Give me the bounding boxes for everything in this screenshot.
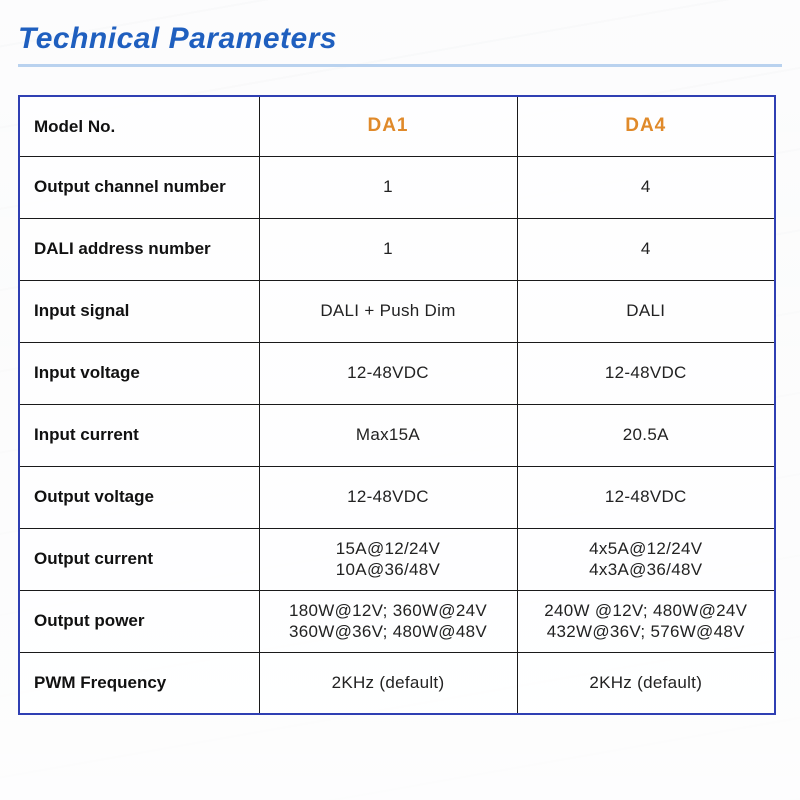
value-cell-da4: 4x5A@12/24V 4x3A@36/48V xyxy=(517,528,775,590)
table-row: Input current Max15A 20.5A xyxy=(19,404,775,466)
value-cell-da1: DALI + Push Dim xyxy=(259,280,517,342)
value-cell-da1: 1 xyxy=(259,218,517,280)
value-cell-da4: 240W @12V; 480W@24V 432W@36V; 576W@48V xyxy=(517,590,775,652)
value-cell-da1: 12-48VDC xyxy=(259,342,517,404)
param-cell: Input voltage xyxy=(19,342,259,404)
param-cell: Output channel number xyxy=(19,156,259,218)
page-title: Technical Parameters xyxy=(18,22,782,56)
value-cell-da1: DA1 xyxy=(259,96,517,156)
value-cell-da1: Max15A xyxy=(259,404,517,466)
page-container: Technical Parameters Model No. DA1 DA4 O… xyxy=(0,0,800,715)
value-cell-da1: 1 xyxy=(259,156,517,218)
param-cell: Output voltage xyxy=(19,466,259,528)
value-cell-da4: 4 xyxy=(517,218,775,280)
value-cell-da4: 20.5A xyxy=(517,404,775,466)
param-cell: PWM Frequency xyxy=(19,652,259,714)
table-row: Input signal DALI + Push Dim DALI xyxy=(19,280,775,342)
param-cell: Output current xyxy=(19,528,259,590)
param-cell: Input current xyxy=(19,404,259,466)
value-cell-da1: 12-48VDC xyxy=(259,466,517,528)
param-cell: Input signal xyxy=(19,280,259,342)
value-cell-da1: 180W@12V; 360W@24V 360W@36V; 480W@48V xyxy=(259,590,517,652)
param-cell: Output power xyxy=(19,590,259,652)
table-row: DALI address number 1 4 xyxy=(19,218,775,280)
value-cell-da4: 12-48VDC xyxy=(517,466,775,528)
param-cell: Model No. xyxy=(19,96,259,156)
title-underline xyxy=(18,64,782,67)
value-cell-da4: 12-48VDC xyxy=(517,342,775,404)
param-cell: DALI address number xyxy=(19,218,259,280)
table-row: PWM Frequency 2KHz (default) 2KHz (defau… xyxy=(19,652,775,714)
table-row: Output voltage 12-48VDC 12-48VDC xyxy=(19,466,775,528)
value-cell-da1: 2KHz (default) xyxy=(259,652,517,714)
table-row: Output power 180W@12V; 360W@24V 360W@36V… xyxy=(19,590,775,652)
spec-table-body: Model No. DA1 DA4 Output channel number … xyxy=(19,96,775,714)
value-cell-da1: 15A@12/24V 10A@36/48V xyxy=(259,528,517,590)
value-cell-da4: DALI xyxy=(517,280,775,342)
spec-table: Model No. DA1 DA4 Output channel number … xyxy=(18,95,776,715)
table-row: Model No. DA1 DA4 xyxy=(19,96,775,156)
table-row: Input voltage 12-48VDC 12-48VDC xyxy=(19,342,775,404)
table-row: Output current 15A@12/24V 10A@36/48V 4x5… xyxy=(19,528,775,590)
table-row: Output channel number 1 4 xyxy=(19,156,775,218)
value-cell-da4: 4 xyxy=(517,156,775,218)
value-cell-da4: DA4 xyxy=(517,96,775,156)
value-cell-da4: 2KHz (default) xyxy=(517,652,775,714)
